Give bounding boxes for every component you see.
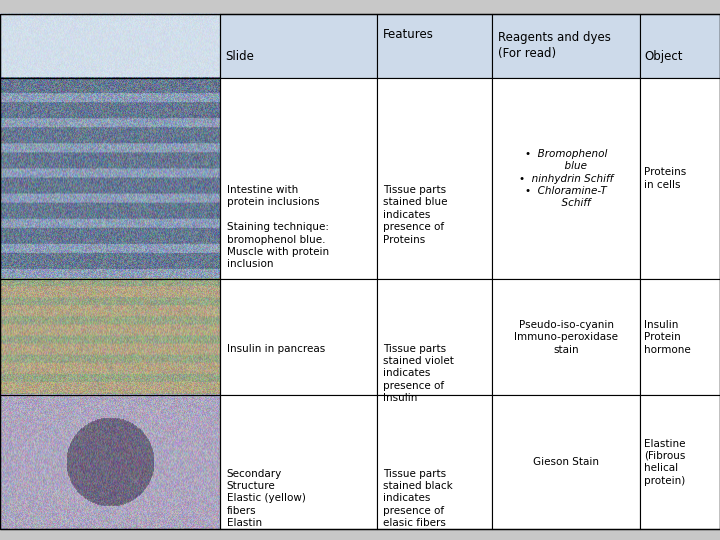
Bar xyxy=(377,78,492,279)
Text: Intestine with
protein inclusions

Staining technique:
bromophenol blue.
Muscle : Intestine with protein inclusions Staini… xyxy=(227,185,329,269)
Text: Tissue parts
stained black
indicates
presence of
elasic fibers: Tissue parts stained black indicates pre… xyxy=(383,469,453,528)
Text: Insulin in pancreas: Insulin in pancreas xyxy=(227,343,325,354)
Bar xyxy=(220,395,377,529)
Text: Elastine
(Fibrous
helical
protein): Elastine (Fibrous helical protein) xyxy=(644,438,685,486)
Bar xyxy=(377,279,492,395)
Text: Features: Features xyxy=(383,29,434,42)
Bar xyxy=(0,14,220,78)
Text: •  Bromophenol
      blue
•  ninhydrin Schiff
•  Chloramine-T
      Schiff: • Bromophenol blue • ninhydrin Schiff • … xyxy=(519,148,613,208)
Bar xyxy=(640,279,720,395)
Bar xyxy=(377,395,492,529)
Bar xyxy=(492,279,640,395)
Text: Object: Object xyxy=(644,50,683,63)
Bar xyxy=(492,14,640,78)
Text: Slide: Slide xyxy=(225,50,254,63)
Text: Reagents and dyes
(For read): Reagents and dyes (For read) xyxy=(498,31,611,60)
Bar xyxy=(640,395,720,529)
Bar xyxy=(640,78,720,279)
Text: Gieson Stain: Gieson Stain xyxy=(533,457,599,467)
Bar xyxy=(220,14,377,78)
Text: Tissue parts
stained violet
indicates
presence of
Insulin: Tissue parts stained violet indicates pr… xyxy=(383,343,454,403)
Bar xyxy=(0,78,220,279)
Text: Tissue parts
stained blue
indicates
presence of
Proteins: Tissue parts stained blue indicates pres… xyxy=(383,185,448,245)
Bar xyxy=(640,14,720,78)
Bar xyxy=(0,395,220,529)
Bar xyxy=(0,279,220,395)
Text: Insulin
Protein
hormone: Insulin Protein hormone xyxy=(644,320,691,354)
Bar xyxy=(220,279,377,395)
Bar xyxy=(377,14,492,78)
Text: Pseudo-iso-cyanin
Immuno-peroxidase
stain: Pseudo-iso-cyanin Immuno-peroxidase stai… xyxy=(514,320,618,354)
Bar xyxy=(220,78,377,279)
Text: Secondary
Structure
Elastic (yellow)
fibers
Elastin: Secondary Structure Elastic (yellow) fib… xyxy=(227,469,306,528)
Bar xyxy=(492,395,640,529)
Bar xyxy=(492,78,640,279)
Text: Proteins
in cells: Proteins in cells xyxy=(644,167,686,190)
